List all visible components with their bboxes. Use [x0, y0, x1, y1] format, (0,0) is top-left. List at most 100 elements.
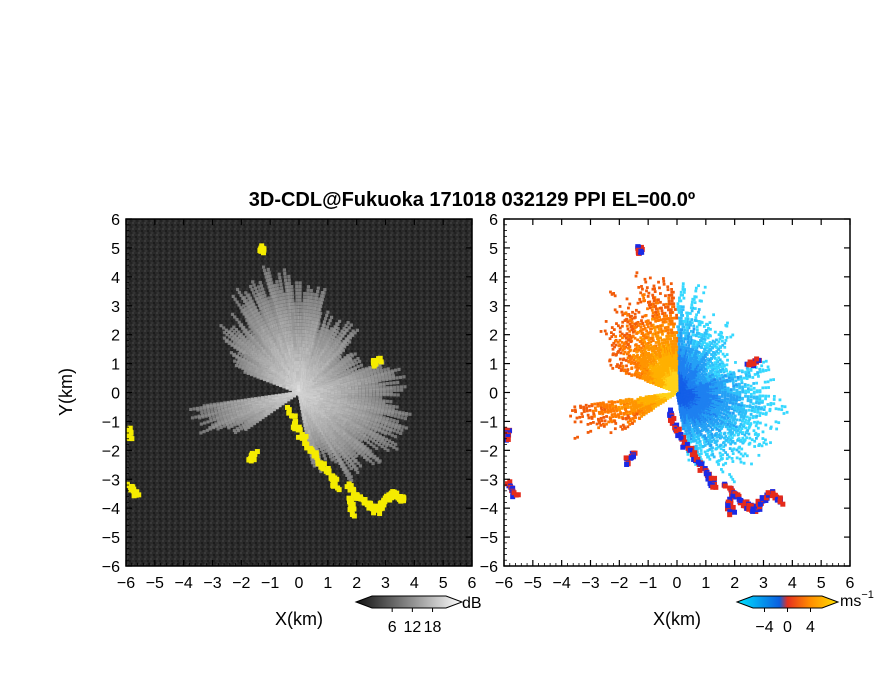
snr-echo-cell — [225, 333, 229, 337]
snr-echo-cell — [259, 284, 264, 288]
snr-echo-cell — [372, 444, 376, 448]
snr-echo-cell — [225, 423, 230, 427]
snr-echo-cell — [295, 392, 299, 396]
snr-echo-cell — [217, 407, 221, 411]
snr-plot-background — [126, 219, 472, 566]
snr-echo-cell — [323, 457, 328, 461]
snr-echo-cell — [349, 466, 353, 471]
snr-echo-cell — [266, 282, 270, 286]
snr-echo-cell — [269, 380, 273, 384]
snr-echo-cell — [229, 333, 234, 337]
snr-echo-cell — [378, 398, 383, 402]
snr-echo-cell — [247, 297, 251, 301]
snr-echo-cell — [233, 297, 237, 301]
snr-echo-cell — [285, 386, 289, 390]
snr-echo-cell — [231, 294, 235, 298]
snr-echo-cell — [237, 320, 241, 324]
snr-echo-cell — [243, 299, 247, 303]
snr-echo-cell — [275, 406, 279, 410]
snr-echo-cell — [347, 472, 352, 476]
snr-echo-cell — [241, 326, 245, 330]
snr-echo-cell — [259, 310, 263, 314]
snr-echo-cell — [248, 325, 252, 329]
snr-echo-cell — [287, 281, 292, 285]
snr-echo-cell — [244, 332, 248, 337]
snr-echo-cell — [266, 267, 270, 272]
snr-echo-cell — [371, 439, 376, 443]
snr-echo-cell — [379, 395, 383, 399]
snr-echo-cell — [264, 275, 268, 279]
snr-echo-cell — [250, 288, 254, 292]
snr-echo-cell — [404, 413, 408, 417]
snr-echo-cell — [230, 312, 235, 316]
snr-echo-cell — [389, 427, 393, 432]
snr-echo-cell — [233, 423, 237, 427]
snr-echo-cell — [211, 412, 215, 417]
snr-echo-cell — [234, 363, 239, 368]
snr-echo-cell — [288, 288, 292, 292]
snr-echo-cell — [395, 405, 399, 409]
snr-echo-cell — [267, 412, 271, 416]
snr-echo-cell — [254, 297, 259, 301]
snr-echo-cell — [244, 315, 248, 319]
snr-echo-cell — [240, 309, 244, 313]
snr-echo-cell — [312, 464, 316, 468]
snr-echo-cell — [388, 404, 392, 408]
snr-echo-cell — [375, 432, 379, 437]
snr-echo-cell — [227, 426, 231, 430]
snr-echo-cell — [236, 429, 241, 433]
snr-echo-cell — [355, 467, 359, 471]
snr-echo-cell — [238, 324, 242, 328]
snr-echo-cell — [390, 433, 394, 437]
snr-echo-cell — [284, 285, 289, 289]
snr-echo-cell — [386, 448, 390, 452]
snr-echo-cell — [239, 427, 244, 431]
snr-echo-cell — [345, 461, 349, 465]
snr-echo-cell — [209, 419, 213, 423]
snr-echo-cell — [392, 404, 396, 409]
snr-echo-cell — [235, 318, 239, 322]
snr-echo-cell — [278, 276, 282, 280]
snr-echo-cell — [382, 399, 386, 403]
snr-echo-cell — [379, 424, 383, 428]
snr-echo-cell — [352, 456, 356, 460]
snr-echo-cell — [239, 293, 243, 298]
snr-echo-cell — [384, 430, 388, 434]
snr-echo-cell — [262, 268, 267, 273]
snr-echo-cell — [400, 428, 404, 432]
snr-echo-cell — [200, 410, 204, 415]
snr-echo-cell — [256, 293, 260, 297]
snr-echo-cell — [203, 410, 207, 414]
snr-echo-cell — [378, 459, 382, 463]
snr-echo-cell — [395, 447, 399, 451]
snr-echo-cell — [261, 265, 266, 269]
snr-echo-cell — [261, 287, 265, 291]
snr-echo-cell — [235, 300, 239, 304]
snr-echo-cell — [255, 289, 259, 294]
snr-echo-cell — [279, 384, 283, 388]
snr-echo-cell — [289, 396, 294, 400]
snr-echo-cell — [288, 285, 292, 289]
snr-echo-cell — [271, 287, 275, 292]
snr-echo-cell — [224, 328, 228, 332]
snr-echo-cell — [232, 325, 236, 329]
snr-echo-cell — [227, 341, 231, 345]
snr-echo-cell — [354, 459, 358, 463]
snr-echo-cell — [375, 446, 379, 450]
snr-echo-cell — [355, 438, 359, 442]
snr-echo-cell — [282, 385, 286, 389]
snr-echo-cell — [244, 427, 248, 432]
snr-echo-cell — [375, 395, 379, 399]
snr-echo-cell — [242, 312, 246, 316]
snr-echo-cell — [237, 359, 241, 363]
snr-echo-cell — [404, 426, 408, 430]
snr-echo-cell — [334, 460, 338, 464]
snr-echo-cell — [246, 371, 250, 376]
snr-echo-cell — [268, 274, 272, 278]
snr-echo-cell — [250, 328, 254, 332]
snr-echo-cell — [243, 370, 247, 374]
snr-echo-cell — [201, 415, 205, 419]
snr-echo-cell — [218, 423, 222, 427]
snr-echo-cell — [346, 456, 351, 460]
